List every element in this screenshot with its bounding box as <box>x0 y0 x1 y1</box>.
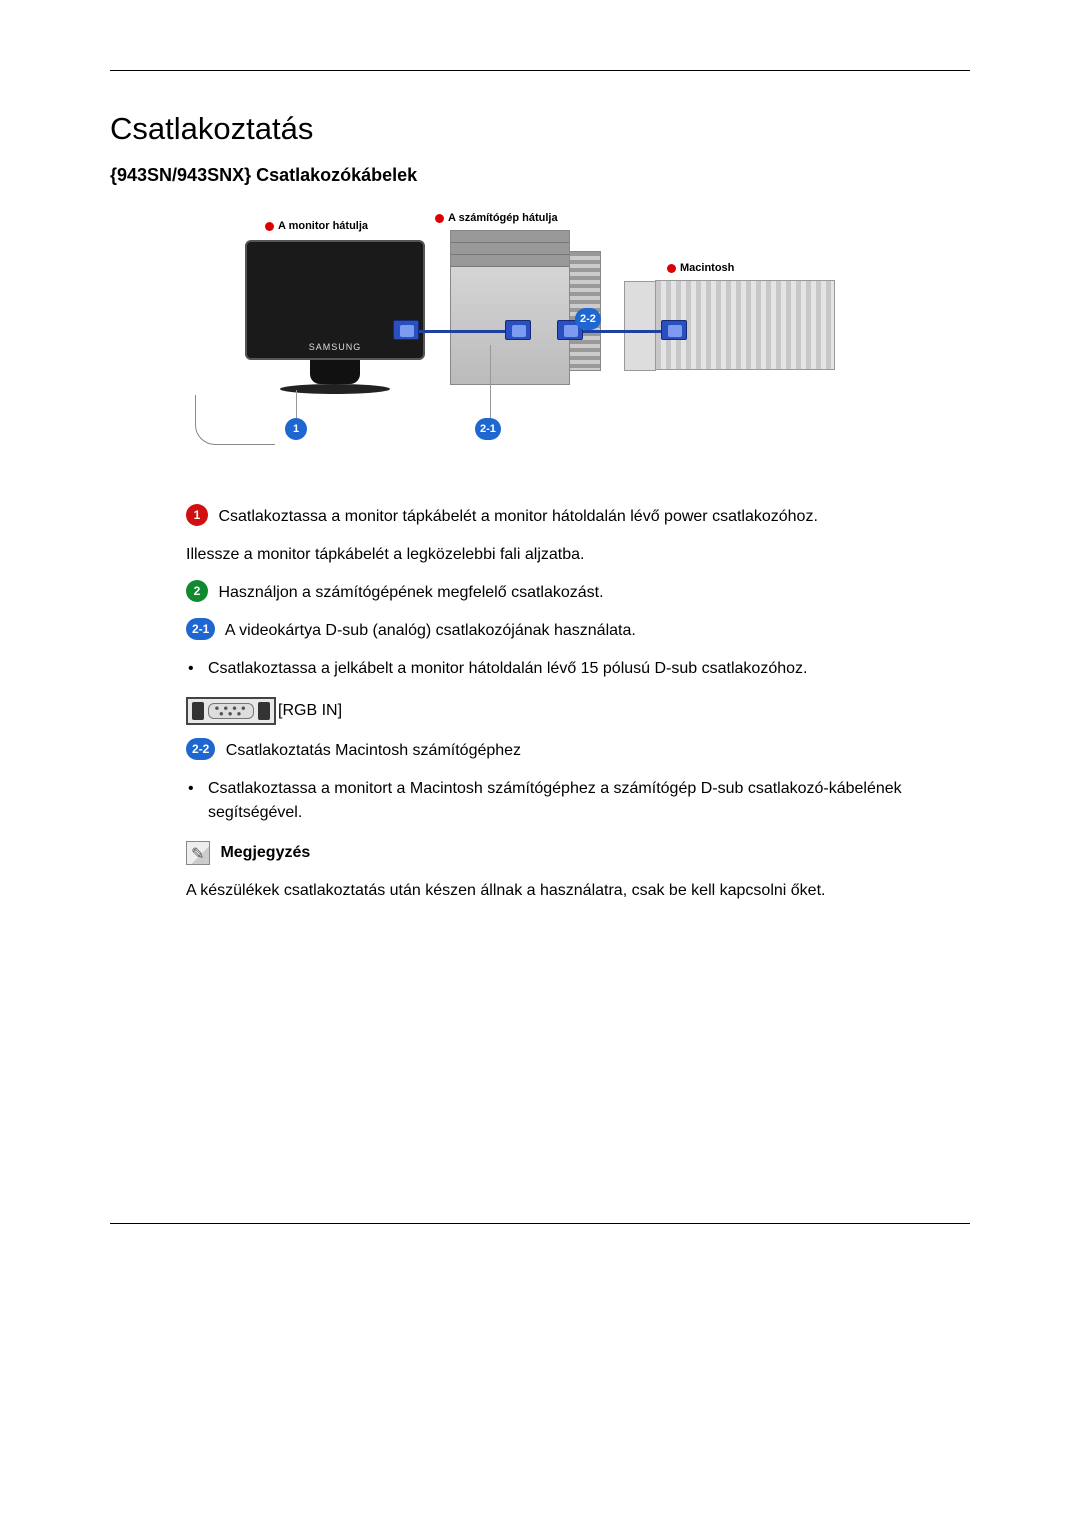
bullet-list: Csatlakoztassa a jelkábelt a monitor hát… <box>186 657 970 681</box>
bullet-item: Csatlakoztassa a jelkábelt a monitor hát… <box>208 657 970 681</box>
diagram-canvas: A monitor hátulja A számítógép hátulja M… <box>235 200 845 460</box>
step-2-2-text: Csatlakoztatás Macintosh számítógéphez <box>226 742 521 759</box>
note-heading: Megjegyzés <box>186 841 970 865</box>
callout-badge-2-2: 2-2 <box>575 308 601 330</box>
step-badge-2: 2 <box>186 580 208 602</box>
mac-front <box>624 281 656 371</box>
step-1: 1 Csatlakoztassa a monitor tápkábelét a … <box>186 505 970 529</box>
legend-mac-label: Macintosh <box>680 262 734 274</box>
pc-drive <box>451 243 569 255</box>
vga-connector-icon <box>661 320 687 340</box>
legend-monitor: A monitor hátulja <box>265 220 368 232</box>
step-2-text: Használjon a számítógépének megfelelő cs… <box>218 584 603 601</box>
step-1b-text: Illessze a monitor tápkábelét a legközel… <box>186 543 970 567</box>
step-2-1: 2-1 A videokártya D-sub (analóg) csatlak… <box>186 619 970 643</box>
vga-connector-icon <box>505 320 531 340</box>
bullet-item: Csatlakoztassa a monitort a Macintosh sz… <box>208 777 970 825</box>
content-body: 1 Csatlakoztassa a monitor tápkábelét a … <box>186 505 970 903</box>
step-badge-1: 1 <box>186 504 208 526</box>
section-title: {943SN/943SNX} Csatlakozókábelek <box>110 165 970 186</box>
legend-dot-icon <box>435 214 444 223</box>
legend-dot-icon <box>667 264 676 273</box>
step-2: 2 Használjon a számítógépének megfelelő … <box>186 581 970 605</box>
vga-cable-pc <box>405 330 515 333</box>
pc-drive <box>451 231 569 243</box>
step-badge-2-2: 2-2 <box>186 738 215 760</box>
bullet-list: Csatlakoztassa a monitort a Macintosh sz… <box>186 777 970 825</box>
monitor-brand: SAMSUNG <box>247 342 423 352</box>
rgb-in-port-icon <box>186 697 276 725</box>
legend-pc: A számítógép hátulja <box>435 212 558 224</box>
step-1-text: Csatlakoztassa a monitor tápkábelét a mo… <box>218 508 817 525</box>
monitor-bezel: SAMSUNG <box>245 240 425 360</box>
step-2-1-text: A videokártya D-sub (analóg) csatlakozój… <box>225 622 636 639</box>
port-label: [RGB IN] <box>278 702 342 719</box>
monitor-graphic: SAMSUNG <box>245 240 425 380</box>
note-text: A készülékek csatlakoztatás után készen … <box>186 879 970 903</box>
monitor-stand <box>310 360 360 384</box>
connection-diagram: A monitor hátulja A számítógép hátulja M… <box>110 200 970 465</box>
legend-monitor-label: A monitor hátulja <box>278 220 368 232</box>
step-2-2: 2-2 Csatlakoztatás Macintosh számítógéph… <box>186 739 970 763</box>
note-icon <box>186 841 210 865</box>
pc-drive <box>451 255 569 267</box>
callout-badge-2-1: 2-1 <box>475 418 501 440</box>
vga-cable-mac <box>575 330 675 333</box>
port-holes <box>208 703 254 719</box>
vga-connector-icon <box>393 320 419 340</box>
note-title: Megjegyzés <box>220 844 310 861</box>
top-rule <box>110 70 970 71</box>
legend-mac: Macintosh <box>667 262 734 274</box>
callout-line <box>490 345 491 418</box>
power-cable-line <box>195 395 275 445</box>
pc-tower-graphic <box>450 230 570 385</box>
port-row: [RGB IN] <box>186 697 970 725</box>
legend-pc-label: A számítógép hátulja <box>448 212 558 224</box>
page-title: Csatlakoztatás <box>110 111 970 147</box>
callout-badge-1: 1 <box>285 418 307 440</box>
document-page: Csatlakoztatás {943SN/943SNX} Csatlakozó… <box>0 0 1080 1274</box>
legend-dot-icon <box>265 222 274 231</box>
callout-line <box>296 390 297 418</box>
step-badge-2-1: 2-1 <box>186 618 215 640</box>
bottom-rule <box>110 1223 970 1224</box>
